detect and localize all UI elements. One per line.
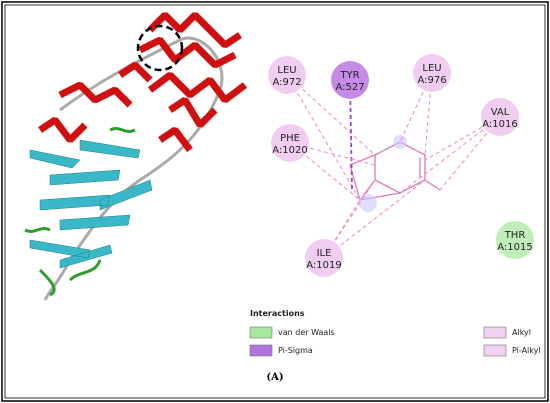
frame-inner — [4, 4, 546, 399]
residue-name: LEU — [422, 63, 441, 74]
residue-chain: A:1015 — [497, 242, 532, 253]
residue-node — [271, 124, 309, 162]
interaction-line — [286, 74, 361, 201]
protein-ribbon — [24, 12, 248, 301]
caption: (A) — [266, 372, 283, 383]
interaction-line — [323, 179, 426, 259]
legend-swatch — [249, 344, 273, 357]
residue-chain: A:1019 — [306, 260, 341, 271]
residue-node — [481, 98, 519, 136]
residue-node — [268, 56, 306, 94]
residue-name: ILE — [317, 248, 332, 259]
interaction-line — [399, 72, 433, 143]
residue-name: THR — [504, 230, 526, 241]
residue-name: PHE — [280, 133, 300, 144]
interaction-line — [286, 74, 376, 156]
interaction-line — [349, 79, 353, 191]
legend: Interactions van der Waals Pi-Sigma Alkyl P… — [249, 309, 541, 357]
residue-chain: A:972 — [272, 77, 301, 88]
residue-node — [413, 54, 451, 92]
legend-label: Alkyl — [512, 328, 531, 337]
interaction-line — [323, 199, 361, 259]
legend-swatch — [483, 326, 507, 339]
residue-node — [305, 239, 343, 277]
legend-label: Pi-Sigma — [278, 346, 313, 355]
legend-swatch — [249, 326, 273, 339]
residue-name: TYR — [339, 70, 359, 81]
residue-name: LEU — [277, 65, 296, 76]
legend-title: Interactions — [250, 309, 305, 318]
residue-name: VAL — [491, 107, 510, 118]
residue-node — [496, 221, 534, 259]
residue-chain: A:1020 — [272, 145, 307, 156]
legend-label: van der Waals — [278, 328, 335, 337]
residue-chain: A:976 — [417, 75, 446, 86]
legend-swatch — [483, 344, 507, 357]
residues: LEUA:972TYRA:527LEUA:976VALA:1016PHEA:10… — [268, 54, 534, 277]
residue-node — [331, 61, 369, 99]
interaction-lines — [286, 72, 501, 259]
residue-chain: A:1016 — [482, 119, 517, 130]
legend-label: Pi-Alkyl — [512, 346, 541, 355]
residue-chain: A:527 — [335, 82, 364, 93]
